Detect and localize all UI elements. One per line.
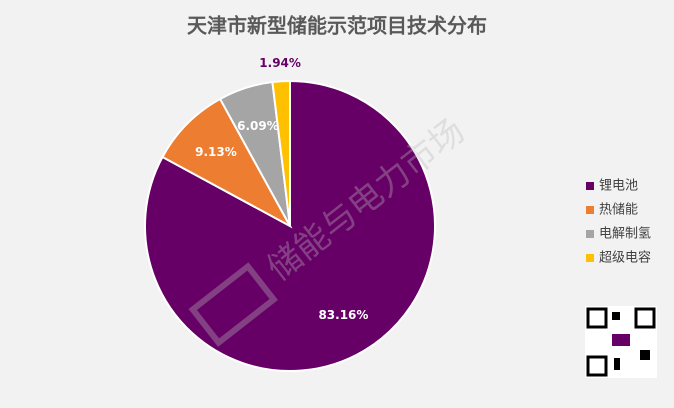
legend-label: 超级电容: [599, 250, 651, 266]
legend-label: 锂电池: [599, 179, 638, 194]
qr-code: [585, 306, 657, 378]
data-label: 1.94%: [259, 56, 301, 70]
pie-slice: [271, 79, 291, 227]
watermark-icon: [188, 262, 278, 347]
data-label: 9.13%: [195, 145, 237, 159]
legend-swatch: [586, 206, 594, 214]
pie-slice: [161, 97, 293, 229]
pie: 83.16% 9.13%6.09% 1.94%: [144, 56, 436, 372]
legend-label: 电解制氢: [599, 227, 651, 242]
legend-swatch: [586, 254, 594, 262]
legend-swatch: [586, 230, 594, 238]
data-label: 6.09%: [237, 119, 279, 133]
data-label: 83.16%: [318, 308, 368, 322]
legend-swatch: [586, 182, 594, 190]
legend-label: 热储能: [599, 203, 638, 218]
chart-title: 天津市新型储能示范项目技术分布: [187, 14, 487, 38]
